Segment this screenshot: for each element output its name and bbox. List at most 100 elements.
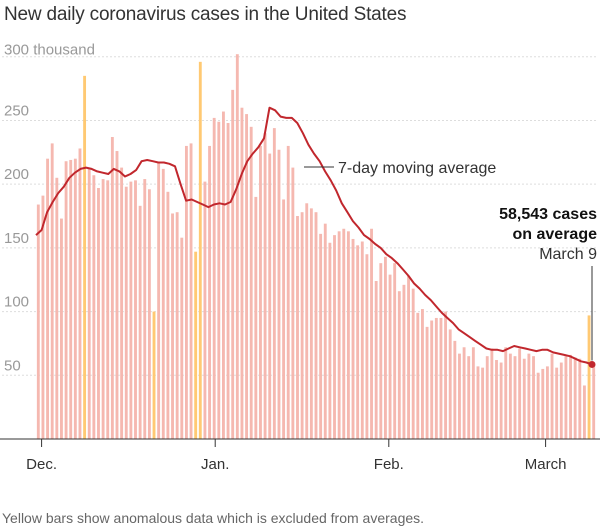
footnote: Yellow bars show anomalous data which is… <box>2 510 425 526</box>
bar <box>50 143 54 440</box>
bar <box>87 168 91 439</box>
bar <box>379 263 383 439</box>
bar <box>277 149 281 440</box>
bar <box>194 251 198 439</box>
moving-average-endpoint <box>588 360 596 368</box>
bar <box>235 54 239 440</box>
bar <box>434 317 438 439</box>
bar <box>115 151 119 439</box>
bar <box>305 203 309 439</box>
bar <box>573 357 577 439</box>
bar <box>541 368 545 439</box>
bar <box>300 212 304 439</box>
bar <box>314 212 318 439</box>
bar <box>453 340 457 439</box>
bar <box>471 347 475 439</box>
chart-title: New daily coronavirus cases in the Unite… <box>4 4 407 25</box>
bar <box>360 241 364 439</box>
bar <box>476 366 480 439</box>
bar <box>504 347 508 439</box>
bar <box>448 329 452 439</box>
bar <box>490 348 494 439</box>
bar <box>592 362 596 439</box>
bar <box>217 121 221 440</box>
bar <box>309 208 313 439</box>
callout-value: 58,543 cases <box>499 206 597 223</box>
bar <box>365 254 369 439</box>
bar <box>147 189 151 439</box>
bar <box>138 205 142 439</box>
bar <box>407 275 410 439</box>
bar <box>184 145 188 439</box>
bar <box>425 326 429 439</box>
bar <box>508 353 512 439</box>
bar <box>166 191 170 439</box>
bar <box>208 145 211 439</box>
y-tick-label: 150 <box>4 230 29 247</box>
bar <box>55 177 59 439</box>
bar <box>370 228 373 439</box>
bar <box>46 158 50 439</box>
bar <box>203 181 207 439</box>
bar <box>73 158 77 439</box>
bar <box>388 274 392 439</box>
bar <box>212 117 216 439</box>
bar <box>532 356 535 439</box>
bar <box>171 213 174 439</box>
x-tick-label: Jan. <box>201 456 229 473</box>
bar <box>143 179 147 439</box>
bar <box>180 237 184 439</box>
x-tick-label: Dec. <box>26 456 57 473</box>
bar <box>402 284 406 439</box>
bar <box>110 137 114 440</box>
y-tick-label: 250 <box>4 102 29 119</box>
bar <box>101 179 105 439</box>
bar <box>97 187 100 439</box>
bar <box>69 159 73 440</box>
y-tick-label: 200 <box>4 166 29 183</box>
bar <box>458 353 461 439</box>
bar <box>346 231 350 439</box>
bar <box>198 61 202 439</box>
x-tick-label: Feb. <box>374 456 404 473</box>
bar <box>124 186 128 439</box>
bar <box>527 353 531 439</box>
bar <box>342 228 346 439</box>
bar <box>240 107 244 439</box>
bar <box>444 311 448 439</box>
bar <box>374 281 378 439</box>
bar <box>268 153 272 440</box>
bar <box>323 223 327 439</box>
bar <box>92 175 96 439</box>
bar <box>513 356 517 439</box>
bar <box>416 312 420 439</box>
gridlines: 50 100 150 200 250 300 thousand <box>2 42 596 376</box>
bar <box>157 162 161 439</box>
bar <box>582 385 586 439</box>
moving-average-line <box>35 106 593 366</box>
bar <box>263 133 267 439</box>
bar <box>120 167 124 439</box>
bar <box>333 235 336 439</box>
bar <box>393 263 397 439</box>
bar <box>564 356 568 439</box>
bar <box>231 89 235 439</box>
bars-group <box>36 54 596 440</box>
y-tick-label: 50 <box>4 357 21 374</box>
bar <box>397 291 401 439</box>
bar <box>60 218 63 439</box>
y-unit-label: 300 thousand <box>4 42 95 59</box>
bar <box>545 366 549 439</box>
bar <box>467 356 471 439</box>
y-tick-label: 100 <box>4 294 29 311</box>
bar <box>64 161 68 439</box>
bar <box>550 353 554 439</box>
bar <box>282 199 286 439</box>
callout-value-2: on average <box>513 226 598 243</box>
bar <box>259 145 262 439</box>
bar <box>587 315 591 439</box>
bar <box>328 242 332 439</box>
bar <box>272 128 276 439</box>
bar <box>351 238 355 439</box>
